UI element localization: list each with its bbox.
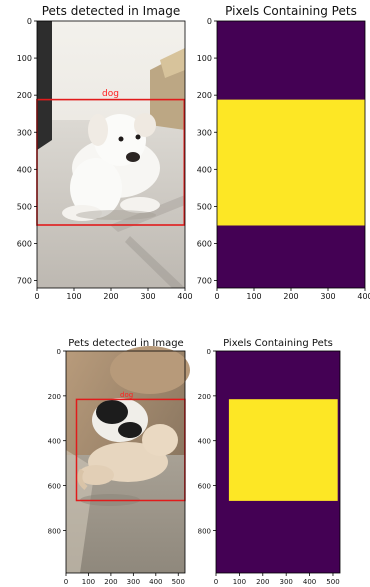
x-tick-label: 400 — [357, 292, 370, 301]
axes-frame — [215, 350, 341, 574]
y-tick-label: 800 — [198, 527, 211, 535]
x-tick-label: 300 — [320, 292, 335, 301]
photo-1-image — [37, 21, 185, 288]
y-tick-label: 600 — [17, 240, 32, 249]
x-tick-label: 0 — [34, 292, 39, 301]
x-tick-label: 100 — [246, 292, 261, 301]
y-tick-label: 0 — [207, 17, 212, 26]
y-tick-label: 0 — [207, 348, 211, 356]
x-tick-label: 500 — [172, 578, 185, 586]
y-tick-label: 700 — [17, 277, 32, 286]
x-tick-label: 0 — [64, 578, 68, 586]
axes-frame — [65, 350, 186, 574]
x-tick-label: 200 — [103, 292, 118, 301]
y-tick-label: 800 — [48, 527, 61, 535]
detection-label: dog — [120, 391, 133, 399]
axes-panel-4: 0 100 200 300 400 500 0 200 400 600 800 — [198, 348, 341, 586]
x-tick-label: 300 — [280, 578, 293, 586]
x-tick-label: 400 — [177, 292, 192, 301]
x-tick-label: 400 — [149, 578, 162, 586]
x-tick-label: 100 — [66, 292, 81, 301]
x-tick-label: 200 — [256, 578, 269, 586]
x-tick-label: 200 — [104, 578, 117, 586]
y-tick-label: 100 — [17, 54, 32, 63]
y-tick-label: 200 — [198, 393, 211, 401]
y-tick-label: 600 — [197, 240, 212, 249]
panel-2-mask — [217, 21, 365, 288]
y-tick-label: 400 — [48, 438, 61, 446]
y-tick-label: 600 — [48, 483, 61, 491]
x-tick-label: 0 — [214, 578, 218, 586]
x-tick-label: 200 — [283, 292, 298, 301]
x-tick-label: 100 — [82, 578, 95, 586]
x-tick-label: 300 — [127, 578, 140, 586]
x-tick-label: 500 — [326, 578, 339, 586]
axes-panel-2: 0 100 200 300 400 0 100 200 300 400 500 600 700 — [197, 17, 370, 301]
y-tick-label: 0 — [27, 17, 32, 26]
detection-label: dog — [102, 89, 119, 99]
y-tick-label: 600 — [198, 483, 211, 491]
y-tick-label: 100 — [197, 54, 212, 63]
y-tick-label: 300 — [17, 128, 32, 137]
panel-3-title: Pets detected in Image — [68, 338, 183, 349]
axes-panel-3: 0 100 200 300 400 500 0 200 400 600 800 — [48, 348, 186, 586]
x-tick-label: 0 — [214, 292, 219, 301]
y-tick-label: 500 — [17, 202, 32, 211]
y-tick-label: 400 — [198, 438, 211, 446]
y-tick-label: 200 — [197, 91, 212, 100]
y-tick-label: 700 — [197, 277, 212, 286]
x-tick-label: 300 — [140, 292, 155, 301]
panel-4-title: Pixels Containing Pets — [223, 338, 333, 349]
y-tick-label: 500 — [197, 202, 212, 211]
mask-foreground — [228, 399, 338, 501]
y-tick-label: 300 — [197, 128, 212, 137]
x-tick-label: 100 — [233, 578, 246, 586]
panel-3-photo: dog — [66, 346, 190, 573]
y-tick-label: 0 — [57, 348, 61, 356]
panel-1-photo: dog — [36, 21, 186, 288]
photo-3-image — [66, 346, 190, 573]
panel-4-mask — [216, 351, 340, 573]
panel-2-title: Pixels Containing Pets — [225, 4, 357, 18]
mask-foreground — [217, 99, 365, 226]
y-tick-label: 400 — [17, 165, 32, 174]
y-tick-label: 200 — [48, 393, 61, 401]
y-tick-label: 400 — [197, 165, 212, 174]
x-tick-label: 400 — [303, 578, 316, 586]
panel-1-title: Pets detected in Image — [42, 4, 181, 18]
y-tick-label: 200 — [17, 91, 32, 100]
axes-panel-1: 0 100 200 300 400 0 100 200 300 400 500 600 700 — [17, 17, 193, 301]
